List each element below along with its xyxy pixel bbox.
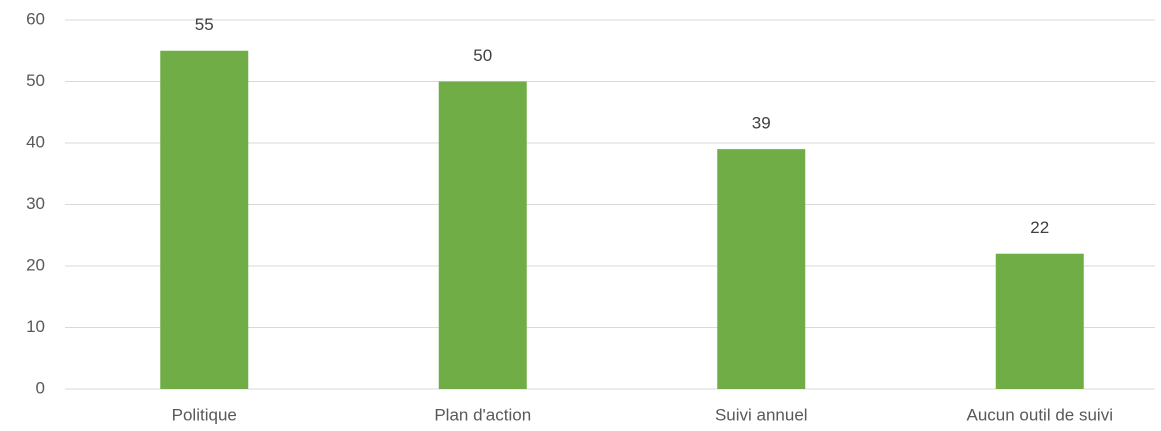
data-label: 22 [1030, 218, 1049, 237]
x-tick-label: Suivi annuel [715, 405, 808, 424]
data-label: 39 [752, 114, 771, 133]
y-tick-label: 0 [36, 378, 45, 397]
y-tick-label: 30 [26, 194, 45, 213]
data-label: 55 [195, 15, 214, 34]
y-tick-label: 60 [26, 9, 45, 28]
x-tick-label: Politique [172, 405, 237, 424]
y-tick-label: 40 [26, 132, 45, 151]
y-tick-label: 50 [26, 71, 45, 90]
bar [995, 253, 1084, 389]
x-tick-label: Aucun outil de suivi [967, 405, 1113, 424]
data-label: 50 [473, 46, 492, 65]
y-tick-label: 10 [26, 317, 45, 336]
bar [160, 50, 249, 389]
x-tick-label: Plan d'action [434, 405, 531, 424]
bar [717, 149, 806, 389]
y-tick-label: 20 [26, 255, 45, 274]
bar [438, 81, 527, 389]
